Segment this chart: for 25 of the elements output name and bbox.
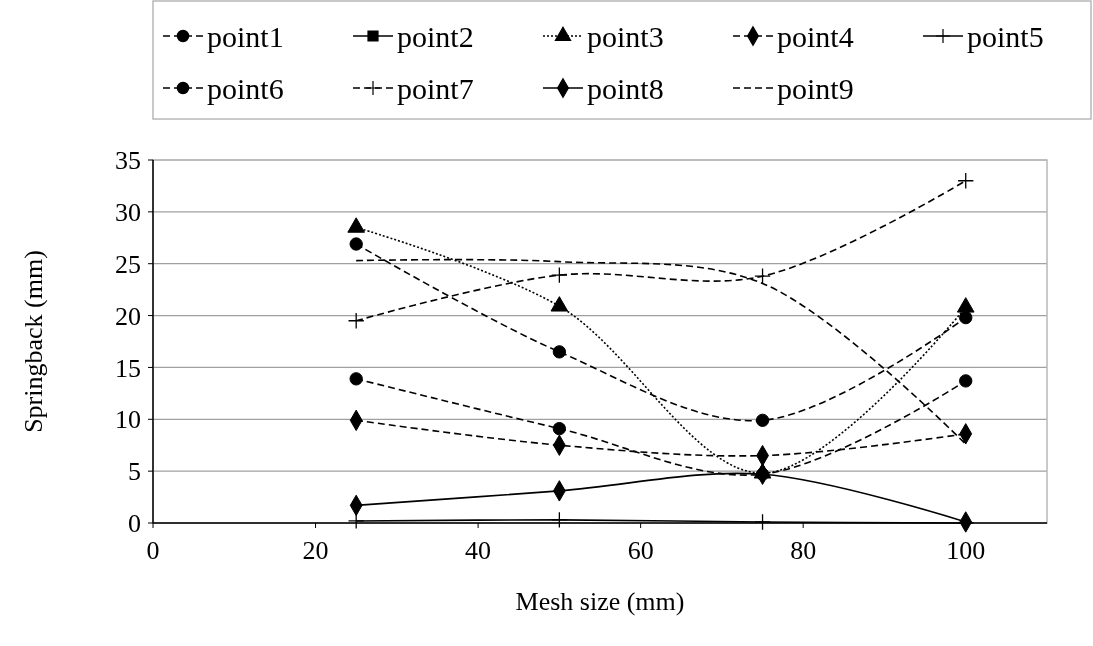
y-tick-label: 0: [128, 509, 141, 539]
y-axis-title: Springback (mm): [19, 250, 48, 433]
y-tick-label: 25: [115, 249, 141, 279]
legend-label: point2: [397, 19, 474, 53]
y-tick-label: 30: [115, 197, 141, 227]
legend-label: point9: [777, 71, 854, 105]
x-tick-label: 100: [946, 536, 986, 565]
legend-label: point5: [967, 19, 1044, 53]
legend-label: point8: [587, 71, 664, 105]
legend-label: point3: [587, 19, 664, 53]
y-tick-label: 10: [115, 405, 141, 435]
y-tick-label: 20: [115, 301, 141, 331]
x-tick-label: 40: [465, 536, 492, 565]
x-tick-label: 60: [627, 536, 654, 565]
legend-label: point4: [777, 19, 854, 53]
x-tick-label: 0: [146, 536, 160, 565]
legend-label: point6: [207, 71, 284, 105]
legend-label: point1: [207, 19, 284, 53]
y-tick-label: 5: [128, 457, 141, 487]
legend-label: point7: [397, 71, 474, 105]
x-tick-label: 80: [790, 536, 817, 565]
x-axis-title: Mesh size (mm): [515, 587, 685, 616]
y-tick-label: 35: [115, 146, 141, 176]
x-tick-label: 20: [302, 536, 329, 565]
y-tick-label: 15: [115, 353, 141, 383]
